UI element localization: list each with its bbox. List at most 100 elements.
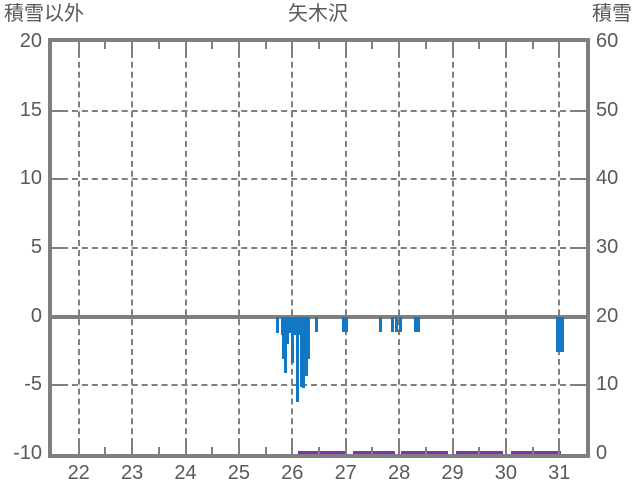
x-major-tick-bottom-27 (344, 443, 347, 454)
y-left-tick--5 (52, 384, 62, 387)
x-major-tick-23 (131, 42, 134, 53)
snow-depth-bar (297, 450, 347, 454)
precip-bar (284, 316, 288, 373)
precip-bar (307, 316, 311, 360)
x-major-tick-28 (398, 42, 401, 53)
y-left-tick-label-5: 5 (30, 236, 42, 258)
x-major-tick-24 (184, 42, 187, 53)
x-tick-label-25: 25 (227, 462, 251, 484)
x-minor-tick (371, 42, 374, 49)
x-minor-tick (157, 42, 160, 49)
y-right-tick-label-40: 40 (596, 167, 619, 190)
x-major-tick-22 (77, 42, 80, 53)
x-major-tick-bottom-23 (131, 443, 134, 454)
x-major-tick-bottom-28 (398, 443, 401, 454)
x-major-tick-26 (291, 42, 294, 53)
y-right-tick-label-60: 60 (596, 30, 619, 52)
y-left-tick-label--10: -10 (13, 442, 42, 464)
x-minor-tick-bottom (104, 447, 107, 454)
plot-inner (52, 42, 586, 454)
precip-bar (288, 316, 292, 334)
precip-bar (293, 316, 297, 335)
x-tick-label-28: 28 (387, 462, 411, 484)
y-right-tick-0 (576, 315, 586, 318)
precip-bar (304, 316, 308, 376)
x-major-tick-bottom-22 (77, 443, 80, 454)
y-right-tick-15 (576, 109, 586, 112)
precip-bar (286, 316, 290, 345)
y-right-tick-label-50: 50 (596, 98, 619, 121)
x-minor-tick (478, 42, 481, 49)
x-major-tick-bottom-30 (504, 443, 507, 454)
y-left-tick-15 (52, 109, 62, 112)
precip-bar (281, 316, 285, 360)
x-tick-label-26: 26 (281, 462, 304, 484)
x-major-tick-bottom-25 (237, 443, 240, 454)
y-right-tick--5 (576, 384, 586, 387)
y-right-tick-10 (576, 178, 586, 181)
y-right-tick-label-10: 10 (596, 373, 619, 396)
x-minor-tick-bottom (531, 447, 534, 454)
chart-title: 矢木沢 (288, 3, 348, 25)
x-tick-label-24: 24 (174, 462, 197, 484)
precip-bar (395, 316, 399, 332)
x-major-tick-bottom-29 (451, 443, 454, 454)
x-major-tick-27 (344, 42, 347, 53)
precip-bar (302, 316, 306, 389)
zero-line (52, 314, 586, 319)
x-tick-label-22: 22 (67, 462, 90, 484)
y-right-tick-label-20: 20 (596, 304, 619, 327)
x-tick-label-31: 31 (548, 462, 571, 484)
x-major-tick-bottom-26 (291, 443, 294, 454)
y-left-tick-label-20: 20 (19, 30, 42, 52)
x-tick-label-23: 23 (120, 462, 144, 484)
y-left-tick-0 (52, 315, 62, 318)
horizontal-gridline-15 (52, 109, 586, 112)
x-major-tick-30 (504, 42, 507, 53)
x-major-tick-bottom-31 (558, 443, 561, 454)
x-tick-label-29: 29 (441, 462, 464, 484)
y-left-tick-label-15: 15 (19, 98, 42, 121)
snow-depth-bar (352, 450, 396, 454)
x-minor-tick-bottom (264, 447, 267, 454)
x-minor-tick (531, 42, 534, 49)
snow-depth-bar (511, 450, 562, 454)
x-major-tick-25 (237, 42, 240, 53)
x-minor-tick-bottom (424, 447, 427, 454)
y-left-tick-10 (52, 178, 62, 181)
precip-bar (555, 316, 561, 353)
y-right-tick-label-0: 0 (596, 442, 608, 464)
y-right-tick-label-30: 30 (596, 236, 619, 258)
x-major-tick-31 (558, 42, 561, 53)
y-left-tick-label-10: 10 (19, 167, 42, 190)
x-minor-tick (318, 42, 320, 49)
x-tick-label-30: 30 (494, 462, 518, 484)
x-minor-tick-bottom (478, 447, 481, 454)
plot-area (48, 38, 590, 458)
precip-bar (378, 316, 382, 332)
precip-bar (398, 316, 402, 332)
precip-bar (341, 316, 345, 332)
precip-bar (558, 316, 564, 338)
snow-depth-bar (400, 450, 449, 454)
horizontal-gridline-5 (52, 247, 586, 249)
precip-bar (315, 316, 319, 332)
precip-bar (299, 316, 303, 387)
precip-bar (296, 316, 300, 402)
precip-bar (560, 316, 565, 353)
y-left-tick-5 (52, 247, 62, 249)
x-minor-tick (211, 42, 214, 49)
x-minor-tick-bottom (157, 447, 160, 454)
precip-bar (416, 316, 420, 332)
precip-bar (345, 316, 349, 332)
right-axis-unit-label: 積雪 (592, 3, 632, 25)
precip-bar (291, 316, 295, 364)
precip-bar (413, 316, 417, 332)
x-minor-tick-bottom (211, 447, 214, 454)
horizontal-gridline--5 (52, 384, 586, 387)
precip-bar (276, 316, 280, 334)
y-left-tick-label--5: -5 (24, 373, 42, 396)
x-major-tick-29 (451, 42, 454, 53)
y-left-tick-label-0: 0 (30, 304, 42, 327)
